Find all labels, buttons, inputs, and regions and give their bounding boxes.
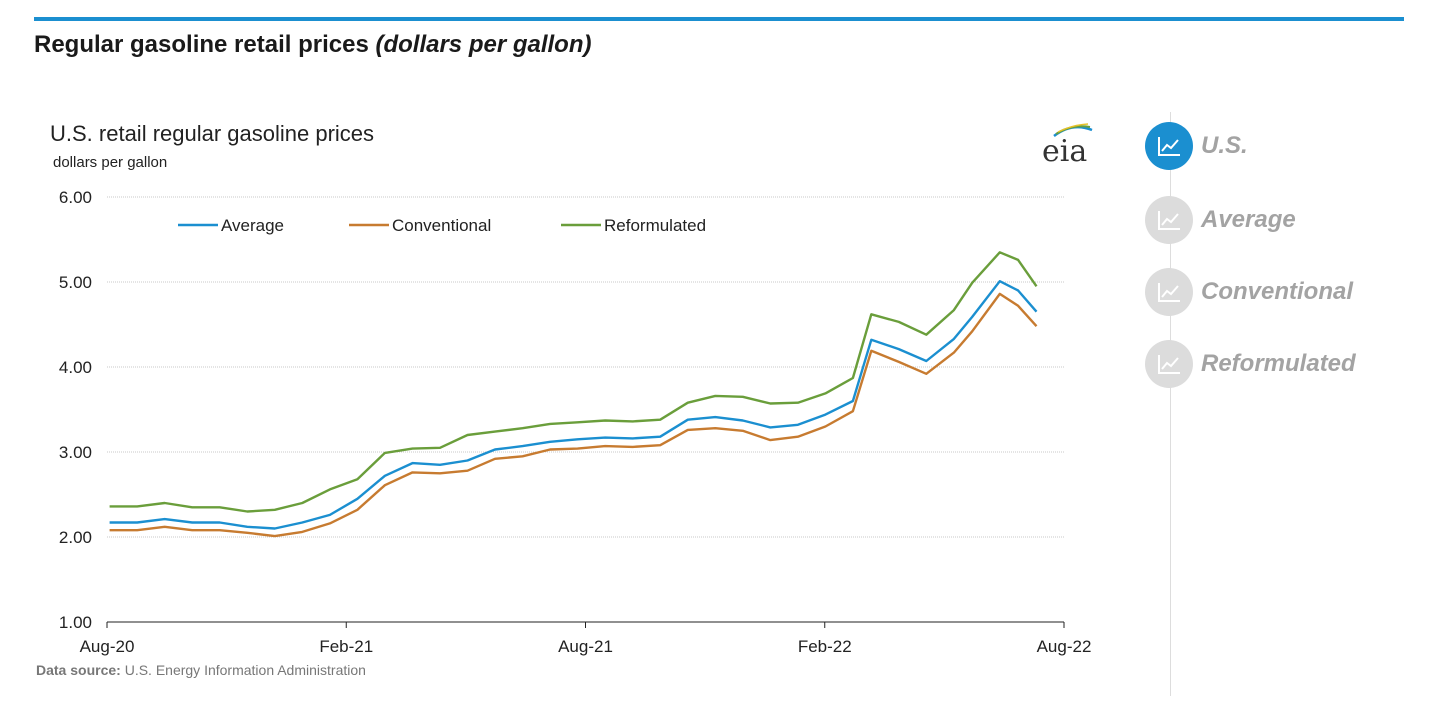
data-source-text: U.S. Energy Information Administration: [124, 662, 366, 678]
data-source-label: Data source:: [36, 662, 121, 678]
top-accent-bar: [34, 17, 1404, 21]
x-tick-label: Feb-21: [319, 637, 373, 656]
chart-subtitle: dollars per gallon: [53, 154, 168, 171]
sidebar-item-label: Average: [1201, 206, 1296, 233]
sidebar-item-us[interactable]: U.S.: [1145, 122, 1248, 170]
legend-label: Conventional: [392, 216, 491, 235]
line-chart-icon: [1145, 122, 1193, 170]
sidebar-item-label: Reformulated: [1201, 350, 1356, 377]
line-chart-icon: [1145, 340, 1193, 388]
x-tick-label: Aug-22: [1037, 637, 1092, 656]
sidebar-divider: [1170, 112, 1171, 696]
series-line-conventional: [109, 292, 1038, 538]
page-title: Regular gasoline retail prices (dollars …: [34, 31, 592, 59]
legend-label: Reformulated: [604, 216, 706, 235]
y-tick-label: 2.00: [59, 528, 92, 547]
x-tick-label: Aug-21: [558, 637, 613, 656]
line-chart-icon: [1145, 268, 1193, 316]
y-tick-label: 5.00: [59, 273, 92, 292]
y-tick-label: 3.00: [59, 443, 92, 462]
sidebar-item-label: Conventional: [1201, 278, 1354, 305]
series-line-reformulated: [109, 251, 1038, 513]
data-source: Data source: U.S. Energy Information Adm…: [36, 662, 366, 678]
sidebar-item-label: U.S.: [1201, 132, 1248, 159]
series-line-average: [109, 280, 1038, 530]
y-tick-label: 1.00: [59, 613, 92, 632]
y-tick-label: 6.00: [59, 188, 92, 207]
x-tick-label: Aug-20: [80, 637, 135, 656]
line-chart: 1.00 2.00 3.00 4.00 5.00 6.00 Aug-20 Feb-21 Aug-…: [59, 188, 1092, 656]
chart-title: U.S. retail regular gasoline prices: [50, 121, 375, 146]
sidebar-item-conventional[interactable]: Conventional: [1145, 268, 1353, 316]
sidebar-item-average[interactable]: Average: [1145, 196, 1296, 244]
sidebar-item-reformulated[interactable]: Reformulated: [1145, 340, 1356, 388]
page-title-unit: (dollars per gallon): [375, 31, 592, 58]
x-tick-label: Feb-22: [798, 637, 852, 656]
y-tick-label: 4.00: [59, 358, 92, 377]
line-chart-icon: [1145, 196, 1193, 244]
page-title-text: Regular gasoline retail prices: [34, 31, 369, 58]
legend-label: Average: [221, 216, 284, 235]
eia-logo: eia: [1042, 123, 1093, 168]
logo-wordmark: eia: [1042, 134, 1087, 168]
